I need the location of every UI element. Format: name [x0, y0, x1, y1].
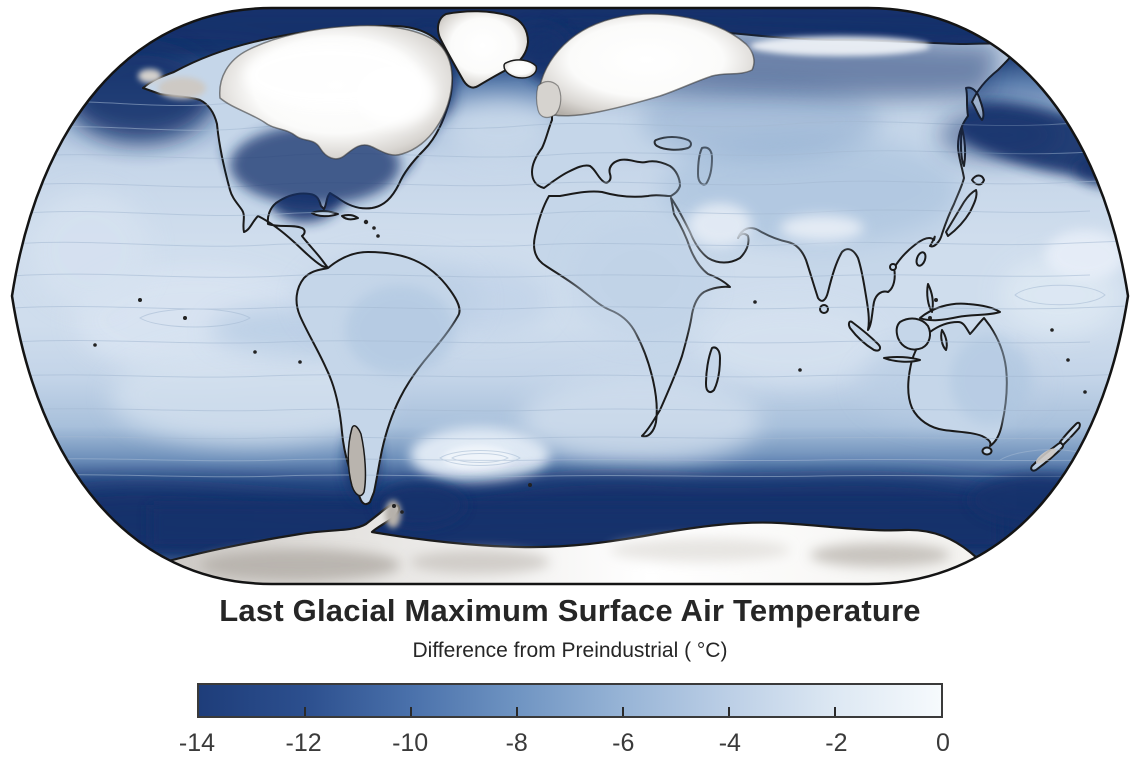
hainan-island	[889, 263, 897, 271]
japan-islands	[945, 189, 978, 237]
colorbar-tick-mark	[515, 707, 518, 716]
antarctic-surface-shading	[200, 500, 950, 581]
java-island	[883, 355, 921, 363]
colorbar-tick-mark	[622, 707, 624, 716]
colorbar-label: -6	[612, 729, 635, 757]
figure-title: Last Glacial Maximum Surface Air Tempera…	[219, 593, 921, 628]
madagascar-island	[705, 346, 721, 393]
new-zealand-north-island	[1059, 421, 1081, 446]
colorbar-label: -12	[285, 729, 322, 757]
alaska-ice-patch	[158, 77, 206, 99]
figure-subtitle: Difference from Preindustrial ( °C)	[412, 639, 728, 662]
patagonian-ice-field	[347, 425, 367, 497]
world-temperature-anomaly-map	[10, 6, 1130, 586]
colorbar-gradient	[197, 683, 943, 718]
fennoscandian-ice-sheet	[537, 13, 755, 117]
colorbar-tick-mark	[728, 707, 730, 716]
colorbar-label: -14	[178, 729, 216, 757]
tibet-light-patch	[780, 215, 864, 241]
colorbar-label: -2	[825, 729, 848, 757]
sulawesi-island	[940, 329, 948, 351]
borneo-island	[895, 317, 931, 351]
kara-ice-streak	[750, 36, 930, 56]
colorbar-tick-labels: -14 -12 -10 -8 -6 -4 -2 0	[179, 729, 950, 761]
map-projection-outline	[10, 6, 1130, 586]
tasmania-island	[981, 446, 993, 456]
iceland-ice-cap	[503, 59, 538, 79]
colorbar-label: -8	[505, 729, 528, 757]
british-ice-lobe	[535, 80, 562, 119]
colorbar-tick-mark	[834, 707, 836, 716]
sri-lanka-island	[819, 304, 829, 314]
taiwan-island	[915, 251, 927, 267]
philippines-islands	[926, 283, 934, 313]
new-zealand-ice-cap	[1035, 448, 1057, 464]
colorbar-label: 0	[936, 729, 950, 757]
colorbar-label: -10	[392, 729, 429, 757]
land-interior-shading	[345, 80, 1030, 425]
hispaniola-island	[341, 213, 359, 221]
temperature-contour-lines	[12, 100, 1128, 478]
small-island-dots	[93, 219, 1087, 514]
ice-sheets	[138, 10, 1057, 581]
colorbar-tick-mark	[303, 707, 306, 716]
colorbar-tick-mark	[409, 707, 412, 716]
sumatra-island	[847, 320, 882, 352]
colorbar-label: -4	[718, 729, 741, 757]
